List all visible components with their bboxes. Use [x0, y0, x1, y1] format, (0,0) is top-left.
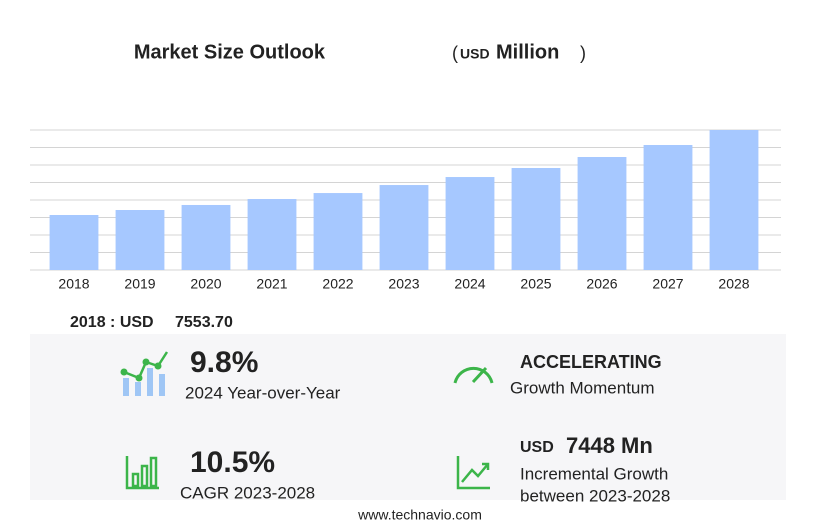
footer: www.technavio.com [357, 507, 482, 523]
x-tick-label: 2028 [718, 276, 749, 292]
yoy-icon [120, 351, 169, 396]
unit-paren: ) [580, 43, 586, 63]
momentum-label: Growth Momentum [510, 378, 655, 397]
bar [247, 199, 297, 270]
incr-value: 7448 Mn [566, 433, 653, 458]
cagr-label: CAGR 2023-2028 [180, 483, 315, 502]
bar [115, 210, 165, 270]
yoy-label: 2024 Year-over-Year [185, 383, 341, 402]
incr-label: Incremental Growth [520, 464, 668, 483]
x-tick-label: 2018 [58, 276, 89, 292]
bar [49, 215, 99, 270]
bar [511, 168, 561, 270]
bar [577, 157, 627, 270]
unit-currency: USD [460, 46, 490, 62]
cagr-value: 10.5% [190, 446, 275, 479]
x-tick-label: 2024 [454, 276, 485, 292]
yoy-value: 9.8% [190, 346, 258, 379]
unit-paren: ( [452, 43, 458, 63]
unit-name: Million [496, 41, 559, 63]
increment-icon [456, 456, 490, 490]
chart-title: Market Size Outlook [134, 41, 326, 63]
momentum-value: ACCELERATING [520, 352, 662, 372]
bar [643, 144, 693, 270]
bar [379, 185, 429, 270]
x-tick-label: 2019 [124, 276, 155, 292]
base-label: 2018 : USD [70, 314, 154, 331]
bar [445, 177, 495, 270]
x-tick-label: 2026 [586, 276, 617, 292]
x-tick-label: 2025 [520, 276, 551, 292]
x-tick-label: 2020 [190, 276, 221, 292]
momentum-icon [453, 366, 494, 384]
x-tick-label: 2023 [388, 276, 419, 292]
x-tick-label: 2021 [256, 276, 287, 292]
bar [313, 193, 363, 270]
summary-panel [30, 334, 786, 500]
bar [709, 130, 759, 270]
bar [181, 204, 231, 270]
incr-currency: USD [520, 439, 554, 456]
x-tick-label: 2022 [322, 276, 353, 292]
cagr-icon [125, 456, 159, 490]
base-value: 7553.70 [175, 314, 233, 331]
x-tick-label: 2027 [652, 276, 683, 292]
incr-label: between 2023-2028 [520, 486, 670, 505]
